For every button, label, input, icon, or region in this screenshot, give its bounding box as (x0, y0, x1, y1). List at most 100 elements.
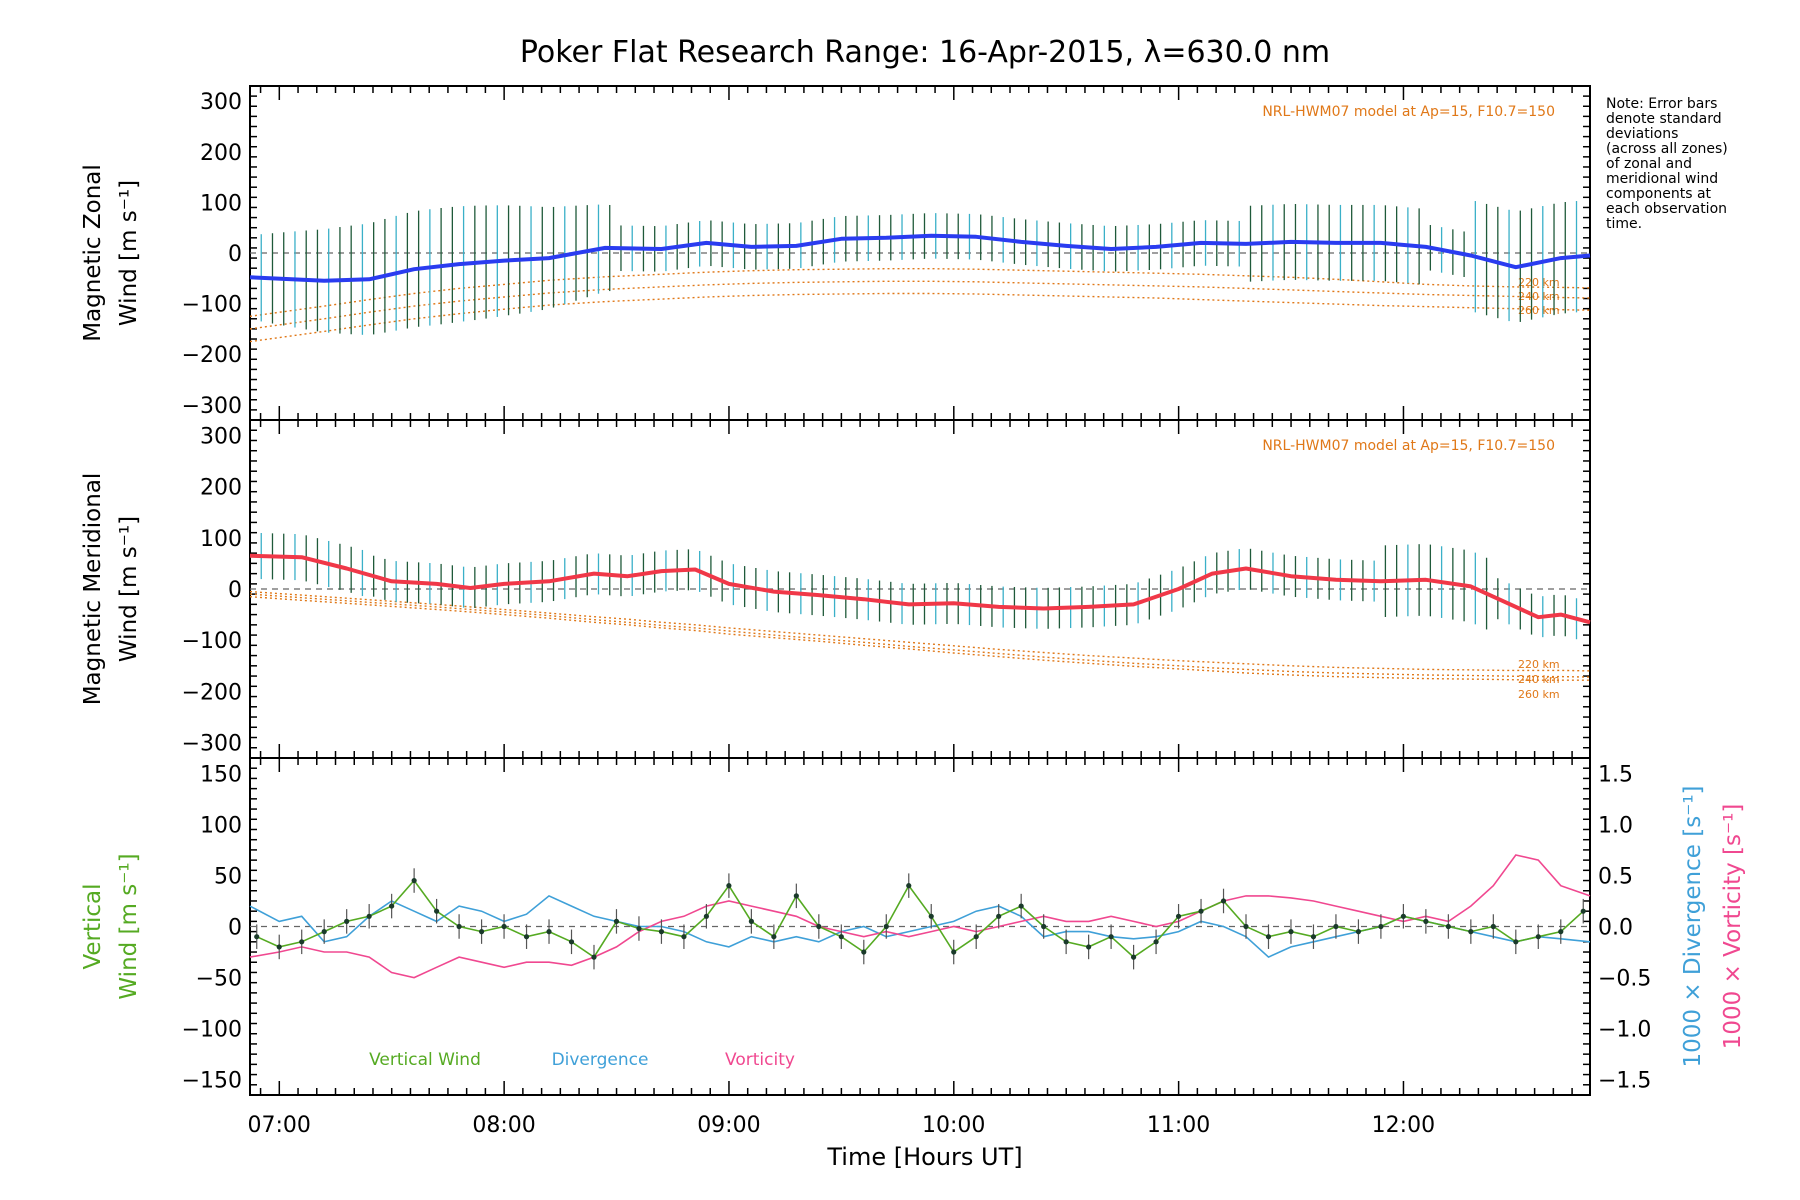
vertical-wind-point (1580, 908, 1586, 914)
note-line: time. (1606, 216, 1642, 232)
legend-entry: Vorticity (725, 1050, 795, 1070)
y-axis-label: Vertical (80, 883, 106, 969)
note-line: components at (1606, 186, 1712, 202)
y2-tick-label: −1.5 (1598, 1069, 1651, 1094)
vorticity-line (249, 854, 1591, 979)
y-tick-label: −200 (182, 680, 242, 705)
y-tick-label: −100 (182, 293, 242, 318)
vertical-wind-point (1086, 944, 1092, 950)
x-tick-label: 10:00 (922, 1113, 985, 1138)
vertical-wind-point (1355, 929, 1362, 935)
x-tick-label: 07:00 (248, 1113, 311, 1138)
y-tick-label: −100 (182, 629, 242, 654)
vertical-wind-point (591, 954, 597, 960)
model-curve-240-km (249, 593, 1591, 678)
vertical-wind-point (1175, 913, 1182, 919)
x-tick-label: 11:00 (1147, 1113, 1210, 1138)
vertical-wind-point (1018, 903, 1024, 909)
vertical-wind-point (254, 934, 260, 940)
vertical-wind-point (883, 923, 889, 930)
vertical-wind-point (1265, 934, 1272, 940)
vertical-wind-point (434, 908, 440, 914)
vertical-wind-point (838, 934, 844, 940)
y-tick-label: 200 (200, 141, 242, 166)
vertical-wind-point (501, 923, 507, 930)
altitude-label: 240 km (1518, 290, 1560, 303)
altitude-label: 260 km (1518, 304, 1560, 317)
note-line: denote standard (1606, 111, 1722, 127)
vertical-wind-point (793, 893, 799, 899)
y-tick-label: 300 (200, 424, 242, 449)
y-tick-label: −300 (182, 732, 242, 757)
vertical-wind-point (568, 939, 575, 945)
vertical-wind-point (344, 918, 350, 924)
vertical-wind-line (256, 879, 1584, 959)
vertical-wind-point (748, 918, 754, 924)
panel-zonal: −300 −200 −100 0 100 200 300 Magnetic Zonal Wind… (80, 85, 1591, 421)
vertical-wind-point (1198, 908, 1204, 914)
y-axis-label: Magnetic Zonal (80, 164, 106, 342)
y2-tick-label: −0.5 (1598, 967, 1651, 992)
vertical-wind-point (928, 913, 934, 919)
note-line: of zonal and (1606, 156, 1692, 172)
y-tick-label: −50 (196, 967, 242, 992)
y-axis-label: Wind [m s⁻¹] (116, 853, 142, 999)
vertical-wind-point (951, 949, 957, 955)
vertical-wind-point (1468, 929, 1474, 935)
y-tick-label: 150 (200, 762, 242, 787)
vertical-wind-point (1220, 898, 1227, 904)
vertical-wind-point (1558, 929, 1564, 935)
vertical-wind-point (276, 944, 282, 950)
y-axis-label: Wind [m s⁻¹] (116, 180, 142, 326)
meridional-wind-line (249, 553, 1591, 625)
x-tick-label: 12:00 (1372, 1113, 1435, 1138)
y2-tick-label: 1.0 (1598, 813, 1633, 838)
y-tick-label: 0 (228, 916, 242, 941)
vertical-wind-point (299, 939, 305, 945)
x-tick-labels: 07:00 08:00 09:00 10:00 11:00 12:00 (248, 1113, 1436, 1138)
note-line: (across all zones) (1606, 141, 1728, 157)
altitude-label: 220 km (1518, 658, 1560, 671)
vertical-wind-point (1378, 923, 1384, 930)
note-line: deviations (1606, 126, 1678, 142)
y-tick-label: −200 (182, 343, 242, 368)
zonal-wind-line (249, 233, 1591, 283)
vertical-wind-point (996, 913, 1002, 919)
vertical-wind-point (1108, 934, 1114, 940)
divergence-axis-label: 1000 × Divergence [s⁻¹] (1680, 785, 1706, 1067)
vertical-wind-point (816, 923, 822, 930)
vertical-wind-point (1445, 923, 1451, 930)
vertical-wind-point (1063, 939, 1069, 945)
y-tick-label: 100 (200, 191, 242, 216)
vertical-wind-point (546, 929, 552, 935)
panel-meridional: −300 −200 −100 0 100 200 300 Magnetic Meridiona… (80, 419, 1591, 759)
model-curve-240-km (249, 280, 1591, 330)
vertical-wind-point (1130, 954, 1137, 960)
vertical-wind-point (658, 929, 665, 935)
altitude-label: 220 km (1518, 276, 1560, 289)
note-line: each observation (1606, 201, 1727, 217)
vertical-wind-point (478, 929, 485, 935)
vertical-wind-point (771, 934, 777, 940)
model-curve-220-km (249, 268, 1591, 317)
vertical-wind-point (681, 934, 687, 940)
y-tick-label: 50 (214, 864, 242, 889)
model-curve-260-km (249, 596, 1590, 681)
legend-entry: Vertical Wind (369, 1050, 481, 1070)
vertical-wind-point (1535, 934, 1541, 940)
vertical-wind-point (613, 918, 620, 924)
y-tick-label: 0 (228, 242, 242, 267)
vertical-wind-point (1423, 918, 1429, 924)
vertical-wind-point (726, 883, 732, 889)
y-tick-label: −300 (182, 394, 242, 419)
y-tick-label: 0 (228, 578, 242, 603)
model-curve-260-km (249, 292, 1591, 343)
y-tick-label: −100 (182, 1018, 242, 1043)
vertical-wind-point (1153, 939, 1159, 945)
x-tick-label: 08:00 (472, 1113, 535, 1138)
vertical-wind-point (703, 913, 710, 919)
altitude-label: 240 km (1518, 673, 1560, 686)
vertical-wind-point (1041, 923, 1047, 930)
vertical-wind-point (366, 913, 372, 919)
